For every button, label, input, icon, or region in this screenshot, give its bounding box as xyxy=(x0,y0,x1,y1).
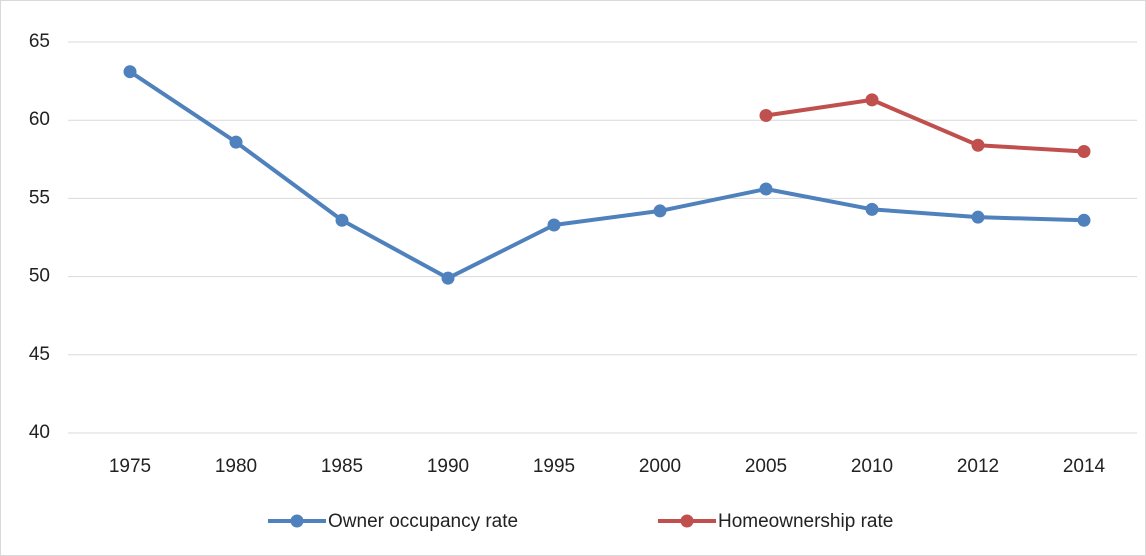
data-point xyxy=(865,93,879,107)
data-point xyxy=(1077,144,1091,158)
data-point xyxy=(1077,213,1091,227)
x-tick-label: 1980 xyxy=(215,456,257,477)
series-line xyxy=(765,97,1085,154)
data-point xyxy=(229,135,243,149)
x-tick-label: 2000 xyxy=(639,456,681,477)
x-tick-label: 2014 xyxy=(1063,456,1106,477)
y-tick-label: 55 xyxy=(29,187,50,208)
x-tick-label: 1985 xyxy=(321,456,363,477)
y-tick-label: 45 xyxy=(29,344,50,365)
data-point xyxy=(441,271,455,285)
x-tick-label: 2010 xyxy=(851,456,893,477)
x-tick-label: 1995 xyxy=(533,456,575,477)
data-point xyxy=(547,218,561,232)
legend-label: Owner occupancy rate xyxy=(328,511,518,532)
data-point xyxy=(865,202,879,216)
data-point xyxy=(653,204,667,218)
y-tick-label: 65 xyxy=(29,31,50,52)
data-point xyxy=(759,109,773,123)
x-tick-label: 2005 xyxy=(745,456,787,477)
data-point xyxy=(971,138,985,152)
x-tick-label: 1990 xyxy=(427,456,469,477)
data-point xyxy=(335,213,349,227)
y-tick-label: 60 xyxy=(29,109,50,130)
data-point xyxy=(123,65,137,79)
data-point xyxy=(759,182,773,196)
series-line xyxy=(128,70,1085,281)
x-tick-label: 2012 xyxy=(957,456,999,477)
y-tick-label: 50 xyxy=(29,266,50,287)
y-tick-label: 40 xyxy=(29,422,50,443)
x-tick-label: 1975 xyxy=(109,456,151,477)
legend-marker xyxy=(290,514,304,528)
legend-label: Homeownership rate xyxy=(718,511,893,532)
data-point xyxy=(971,210,985,224)
legend-marker xyxy=(680,514,694,528)
